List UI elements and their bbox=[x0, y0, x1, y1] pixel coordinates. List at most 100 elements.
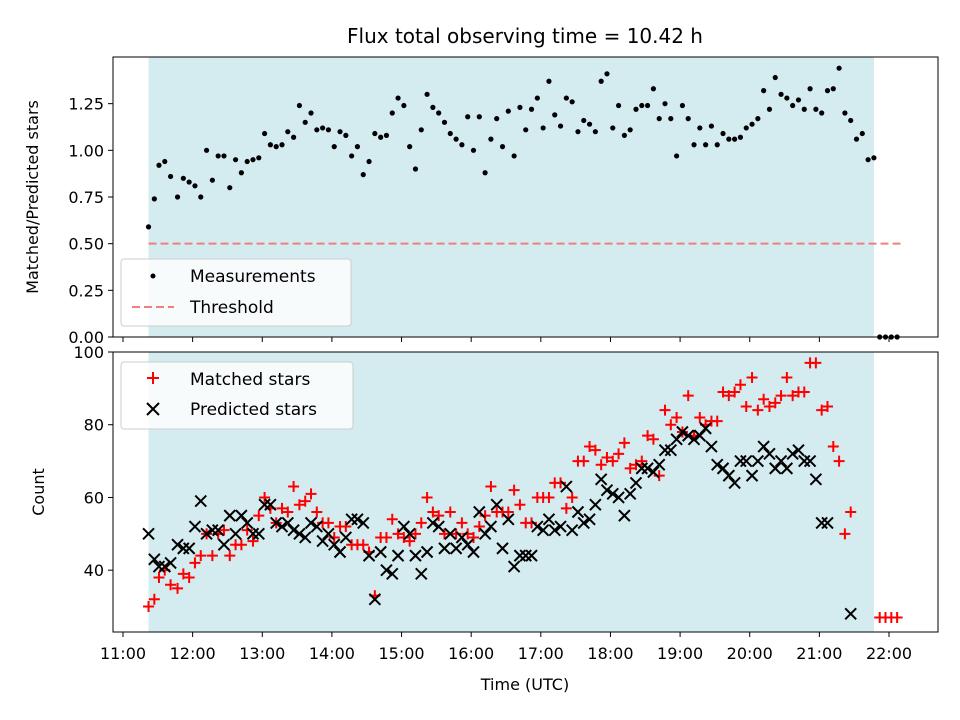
chart-title: Flux total observing time = 10.42 h bbox=[347, 24, 703, 48]
predicted-star-point bbox=[148, 553, 161, 566]
measurement-point bbox=[174, 194, 181, 200]
predicted-star-point bbox=[229, 527, 242, 541]
measurement-point bbox=[162, 158, 168, 165]
measurement-point bbox=[697, 125, 703, 131]
matched-star-point bbox=[833, 455, 845, 467]
y-tick-label: 0.25 bbox=[68, 281, 104, 300]
predicted-star-point bbox=[589, 498, 602, 511]
matched-star-point bbox=[177, 568, 189, 580]
matched-star-point bbox=[322, 517, 334, 529]
matched-star-point bbox=[642, 430, 654, 442]
matched-stars-points bbox=[143, 357, 903, 623]
matched-star-point bbox=[288, 481, 300, 493]
matched-star-point bbox=[769, 397, 781, 409]
y-tick-label: 60 bbox=[84, 488, 104, 507]
predicted-star-point bbox=[357, 516, 370, 530]
measurement-point bbox=[761, 88, 767, 94]
matched-star-point bbox=[630, 459, 642, 471]
matched-star-point bbox=[816, 404, 828, 416]
matched-star-point bbox=[746, 371, 758, 383]
measurement-point bbox=[517, 104, 523, 110]
measurement-point bbox=[412, 166, 419, 172]
measurement-point bbox=[499, 144, 506, 150]
predicted-star-point bbox=[223, 509, 236, 522]
x-axis-label: Time (UTC) bbox=[480, 675, 569, 694]
predicted-star-point bbox=[565, 523, 579, 537]
measurement-point bbox=[470, 147, 477, 153]
matched-star-point bbox=[462, 528, 474, 540]
measurement-point bbox=[801, 106, 807, 112]
measurement-point bbox=[354, 144, 361, 150]
measurement-point bbox=[476, 114, 482, 120]
count-legend-box bbox=[120, 361, 354, 430]
measurement-point bbox=[674, 153, 680, 159]
predicted-star-point bbox=[310, 520, 324, 533]
predicted-star-point bbox=[391, 549, 405, 562]
matched-star-point bbox=[473, 521, 485, 533]
measurement-point bbox=[401, 102, 407, 109]
matched-star-point bbox=[235, 539, 247, 551]
measurement-point bbox=[842, 110, 848, 116]
measurement-point bbox=[488, 136, 494, 142]
predicted-star-point bbox=[158, 560, 171, 573]
matched-star-point bbox=[595, 459, 607, 471]
matched-star-point bbox=[282, 506, 294, 518]
matched-star-point bbox=[415, 517, 427, 529]
predicted-star-point bbox=[664, 443, 678, 457]
matched-star-point bbox=[305, 488, 317, 500]
measurement-point bbox=[383, 132, 390, 138]
measurement-point bbox=[291, 134, 297, 140]
legend-measurements-label: Measurements bbox=[190, 267, 316, 287]
measurement-point bbox=[865, 157, 871, 163]
predicted-star-point bbox=[682, 429, 695, 442]
x-tick-label: 16:00 bbox=[448, 644, 494, 663]
measurement-point bbox=[824, 88, 831, 94]
predicted-star-point bbox=[328, 538, 341, 551]
measurement-point bbox=[650, 86, 656, 92]
y-tick-label: 80 bbox=[84, 416, 104, 435]
measurement-point bbox=[372, 130, 378, 137]
matched-star-point bbox=[578, 455, 590, 467]
predicted-star-point bbox=[496, 542, 509, 555]
measurement-point bbox=[807, 86, 813, 92]
matched-star-point bbox=[671, 411, 683, 423]
matched-star-point bbox=[276, 502, 288, 514]
measurement-point bbox=[528, 106, 535, 112]
predicted-star-point bbox=[269, 516, 283, 530]
predicted-star-point bbox=[786, 447, 799, 461]
matched-star-point bbox=[357, 539, 369, 551]
predicted-star-point bbox=[798, 454, 811, 468]
matched-star-point bbox=[241, 524, 253, 536]
measurement-point bbox=[778, 91, 784, 97]
matched-star-point bbox=[607, 455, 619, 467]
predicted-star-point bbox=[815, 516, 828, 530]
matched-star-point bbox=[682, 390, 694, 402]
predicted-star-point bbox=[351, 513, 364, 526]
matched-star-point bbox=[165, 579, 177, 591]
measurement-point bbox=[720, 130, 726, 137]
measurement-point bbox=[639, 102, 645, 109]
predicted-star-point bbox=[386, 567, 399, 581]
matched-star-point bbox=[409, 528, 421, 540]
measurement-point bbox=[267, 142, 273, 148]
predicted-star-point bbox=[716, 462, 730, 475]
matched-star-point bbox=[560, 502, 572, 514]
y-tick-label: 0.50 bbox=[68, 235, 104, 254]
predicted-star-point bbox=[397, 520, 411, 533]
measurement-point bbox=[569, 99, 575, 105]
measurement-point bbox=[662, 101, 668, 107]
measurement-point bbox=[523, 127, 529, 133]
measurement-point bbox=[227, 185, 233, 191]
measurement-point bbox=[360, 172, 366, 178]
measurement-point bbox=[685, 116, 691, 122]
predicted-star-point bbox=[809, 473, 823, 486]
measurement-point bbox=[714, 142, 720, 148]
predicted-star-point bbox=[612, 491, 625, 504]
predicted-star-point bbox=[206, 523, 219, 537]
matched-star-point bbox=[172, 582, 184, 594]
measurement-point bbox=[430, 104, 436, 110]
measurement-point bbox=[180, 175, 186, 181]
matched-star-point bbox=[647, 433, 659, 445]
matched-star-point bbox=[502, 506, 514, 518]
measurement-point bbox=[795, 97, 802, 103]
